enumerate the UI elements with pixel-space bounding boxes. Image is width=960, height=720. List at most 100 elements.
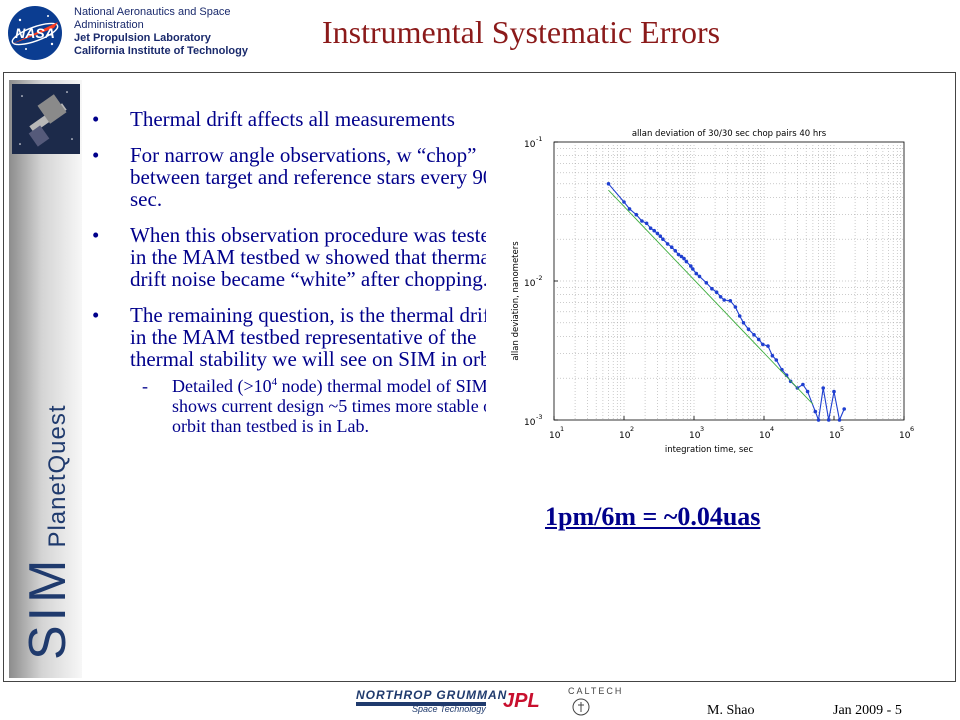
space-technology-text: Space Technology <box>412 704 486 714</box>
sidebar-sim-text: SIM <box>19 555 77 660</box>
data-point <box>689 264 693 268</box>
data-point <box>655 231 660 236</box>
x-tick-label: 10 <box>899 431 911 441</box>
sub-bullet-text-post: node) thermal model of SIM shows current… <box>172 376 502 436</box>
footer-author: M. Shao <box>707 703 755 718</box>
list-item: • The remaining question, is the thermal… <box>92 304 512 370</box>
data-point <box>714 290 719 294</box>
data-point <box>752 333 756 337</box>
data-point <box>673 249 678 253</box>
data-point <box>640 219 644 223</box>
data-point <box>826 418 831 422</box>
data-point <box>805 389 810 394</box>
equation-text: 1pm/6m = ~0.04uas <box>545 502 761 531</box>
data-point <box>676 252 681 257</box>
data-point <box>652 228 656 233</box>
data-point <box>737 314 742 318</box>
y-tick-label: 10 <box>524 418 536 428</box>
data-point <box>648 226 653 230</box>
x-tick-exponent: 6 <box>910 425 914 433</box>
data-point <box>665 242 670 246</box>
x-tick-label: 10 <box>829 431 841 441</box>
list-item: • For narrow angle observations, w “chop… <box>92 144 512 210</box>
y-axis-label: allan deviation, nanometers <box>511 241 521 361</box>
org-name-line2: Administration <box>74 19 144 31</box>
caltech-logo-text: CALTECH <box>568 686 624 696</box>
data-point <box>627 207 632 211</box>
data-point <box>741 321 746 325</box>
data-point <box>722 298 726 302</box>
x-tick-exponent: 1 <box>560 425 564 433</box>
x-tick-label: 10 <box>759 431 771 441</box>
list-item: • When this observation procedure was te… <box>92 224 512 290</box>
data-point <box>837 418 842 422</box>
data-point <box>813 409 818 414</box>
x-tick-exponent: 2 <box>630 425 634 433</box>
data-point <box>770 353 775 358</box>
data-point <box>634 212 639 217</box>
org-jpl-line: Jet Propulsion Laboratory <box>74 32 211 44</box>
x-tick-exponent: 3 <box>700 425 704 433</box>
data-point <box>644 221 649 226</box>
slide-title: Instrumental Systematic Errors <box>322 14 721 50</box>
org-caltech-line: California Institute of Technology <box>74 45 248 57</box>
data-point <box>766 344 770 348</box>
x-tick-exponent: 4 <box>770 425 774 433</box>
data-point <box>697 274 702 279</box>
organization-block: National Aeronautics and Space Administr… <box>74 6 294 58</box>
jpl-logo-text: JPL <box>503 690 540 712</box>
data-point <box>718 295 723 299</box>
data-point <box>733 305 738 309</box>
y-tick-exponent: -3 <box>536 413 542 421</box>
series-line-fit <box>608 189 814 405</box>
data-point <box>658 234 663 238</box>
data-point <box>669 245 674 249</box>
bullet-text: The remaining question, is the thermal d… <box>130 303 512 371</box>
data-point <box>682 256 686 261</box>
y-tick-exponent: -1 <box>536 135 542 143</box>
data-point <box>661 237 665 241</box>
bullet-text: Thermal drift affects all measurements <box>130 107 455 131</box>
northrop-grumman-bar <box>356 702 486 706</box>
bullet-marker: • <box>92 303 100 327</box>
data-point <box>684 259 689 264</box>
data-point <box>694 271 699 276</box>
data-point <box>606 182 611 186</box>
data-point <box>756 337 761 342</box>
data-point <box>691 267 695 271</box>
sub-bullet: - Detailed (>104 node) thermal model of … <box>92 376 512 436</box>
chart-title: allan deviation of 30/30 sec chop pairs … <box>632 129 827 139</box>
data-point <box>728 299 733 303</box>
sidebar-planetquest-text: PlanetQuest <box>44 404 71 548</box>
sub-bullet-exponent: 4 <box>271 376 278 388</box>
footer-date-page: Jan 2009 - 5 <box>833 703 902 718</box>
y-tick-label: 10 <box>524 140 536 150</box>
data-point <box>842 407 846 411</box>
content-frame <box>3 72 956 682</box>
data-point <box>746 327 751 331</box>
data-point <box>704 281 709 285</box>
sub-bullet-text-pre: Detailed (>10 <box>172 376 272 396</box>
org-name-line1: National Aeronautics and Space <box>74 6 231 18</box>
data-point <box>821 386 825 390</box>
x-axis-label: integration time, sec <box>665 445 754 455</box>
y-tick-label: 10 <box>524 279 536 289</box>
svg-text:NASA: NASA <box>15 25 55 41</box>
bullet-marker: • <box>92 143 100 167</box>
data-point <box>679 254 684 259</box>
bullet-text: When this observation procedure was test… <box>130 223 501 291</box>
data-point <box>622 200 626 204</box>
data-point <box>832 389 836 394</box>
x-tick-label: 10 <box>689 431 701 441</box>
bullet-list: • Thermal drift affects all measurements… <box>92 108 512 436</box>
data-point <box>816 418 821 422</box>
sidebar-logo-text: SIM PlanetQuest <box>18 404 78 660</box>
bullet-text: For narrow angle observations, w “chop” … <box>130 143 494 211</box>
caltech-seal-icon <box>572 698 590 716</box>
bullet-marker: • <box>92 223 100 247</box>
x-tick-label: 10 <box>549 431 561 441</box>
nasa-logo-icon: NASA <box>8 6 62 60</box>
list-item: • Thermal drift affects all measurements <box>92 108 512 130</box>
data-point <box>801 382 805 387</box>
